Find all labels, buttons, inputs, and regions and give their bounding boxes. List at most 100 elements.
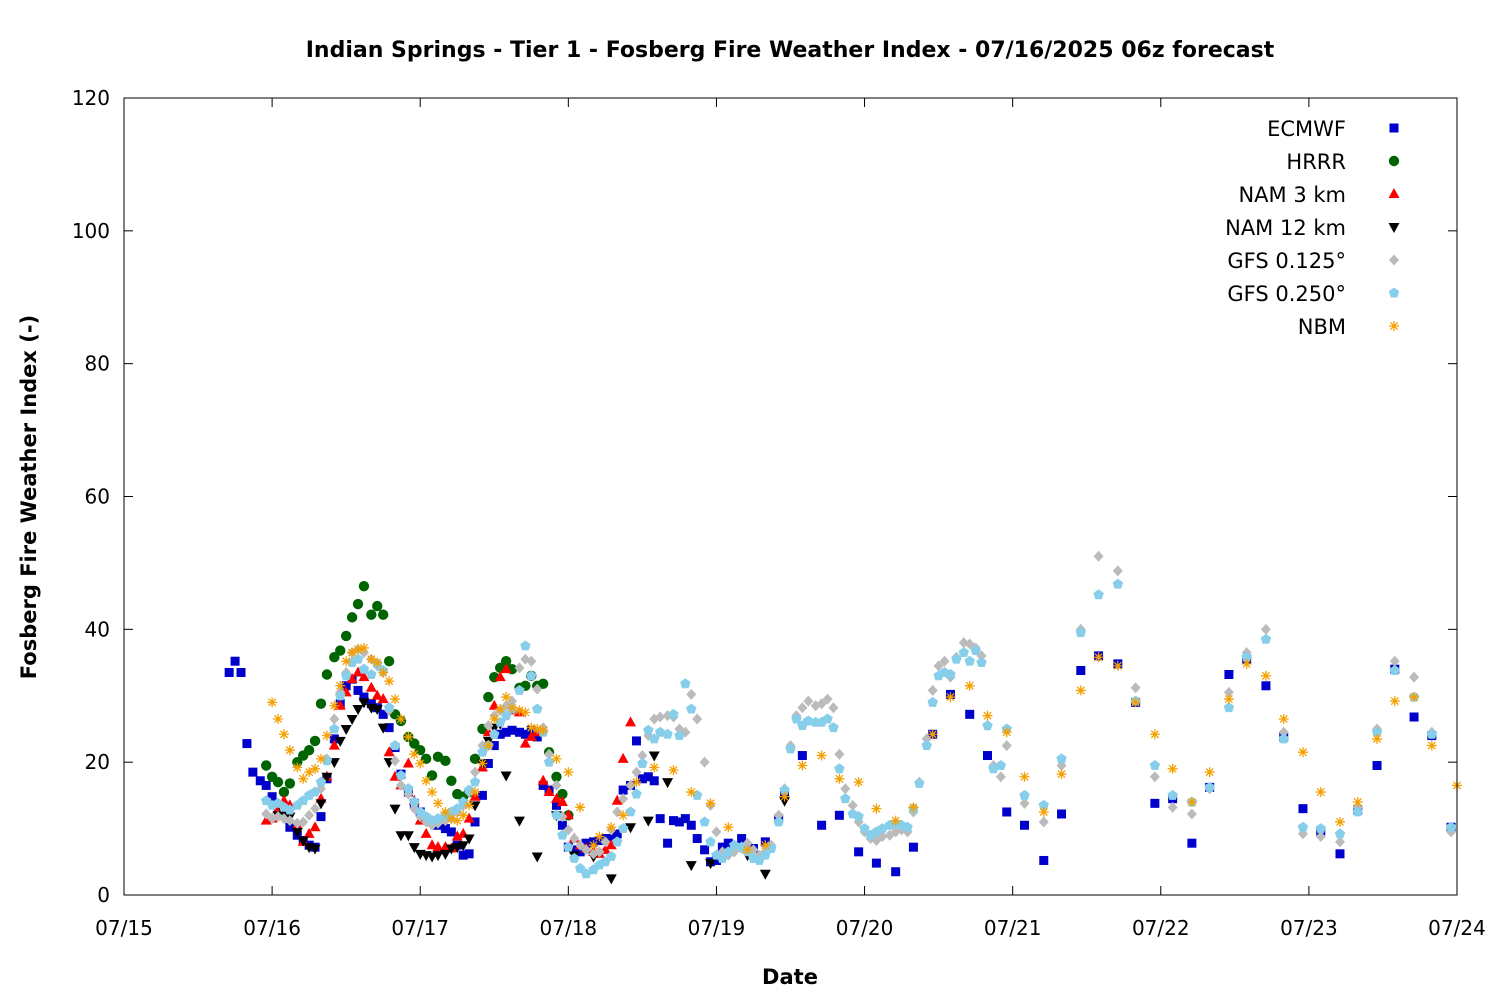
data-point [329,652,340,663]
data-point [458,810,469,821]
data-point [463,834,475,845]
data-point [939,655,950,667]
data-point [797,751,807,761]
data-point [1389,696,1400,707]
data-point [457,841,469,852]
data-point [686,787,697,798]
data-point [1389,665,1401,675]
data-point [580,868,592,879]
data-point [1019,771,1030,782]
data-point [575,839,586,851]
data-point [526,722,537,733]
data-point [648,751,660,762]
data-point [255,776,265,786]
data-point [631,736,641,746]
data-point [464,849,474,859]
data-point [699,756,710,768]
data-point [970,645,981,656]
data-point [655,814,665,824]
data-point [1260,670,1271,681]
data-point [1278,733,1289,744]
y-tick-label: 20 [85,750,110,774]
data-point [921,740,932,751]
data-point [1093,652,1104,663]
legend-marker [1388,223,1400,233]
data-point [1112,565,1123,577]
data-point [1167,763,1178,774]
data-point [1057,809,1067,819]
data-point [372,600,383,612]
data-point [890,815,901,826]
data-point [853,811,864,822]
data-point [1389,655,1400,667]
data-point [680,814,690,824]
data-point [1056,769,1067,780]
data-point [686,688,697,700]
data-point [1075,685,1086,696]
data-point [297,836,309,847]
data-point [588,840,599,851]
data-point [817,820,827,830]
data-point [1426,728,1438,739]
data-point [797,702,808,714]
data-point [358,663,370,674]
data-point [834,810,844,820]
data-point [352,666,364,677]
data-point [451,830,463,841]
data-point [409,749,420,760]
data-point [742,844,753,855]
data-point [779,791,790,802]
data-point [500,663,512,674]
data-point [340,670,352,681]
data-point [371,705,383,716]
data-point [711,826,722,838]
data-point [1002,807,1012,817]
data-point [700,845,710,855]
data-point [340,724,352,735]
data-point [834,763,845,774]
data-point [1001,740,1012,752]
data-point [421,775,432,786]
y-tick-label: 60 [85,485,110,509]
data-point [469,801,481,812]
data-point [352,598,364,610]
data-point [273,713,284,724]
data-point [402,757,414,768]
data-point [520,729,530,739]
data-point [1093,550,1104,562]
data-point [637,774,647,784]
data-point [261,808,272,820]
data-point [335,680,346,691]
data-point [1334,828,1346,839]
data-point [871,858,881,868]
data-point [427,787,438,798]
data-point [853,777,864,788]
data-point [569,852,580,863]
data-point [1335,849,1345,859]
data-point [321,772,333,783]
data-point [272,776,284,788]
data-point [945,669,956,679]
data-point [964,680,975,691]
data-point [605,839,617,850]
data-point [927,696,938,707]
data-point [1445,821,1457,832]
data-point [1278,713,1289,724]
data-point [551,800,561,810]
data-point [723,822,734,833]
data-point [439,849,451,860]
data-point [891,867,901,877]
data-point [643,724,654,735]
y-tick-label: 120 [72,86,110,110]
data-point [692,713,703,725]
data-point [315,776,327,787]
data-point [642,816,654,827]
data-point [395,831,407,842]
data-point [625,716,637,727]
data-point [469,776,481,787]
y-tick-label: 80 [85,352,110,376]
data-point [532,683,543,695]
data-point [668,816,678,826]
data-point [298,773,309,784]
